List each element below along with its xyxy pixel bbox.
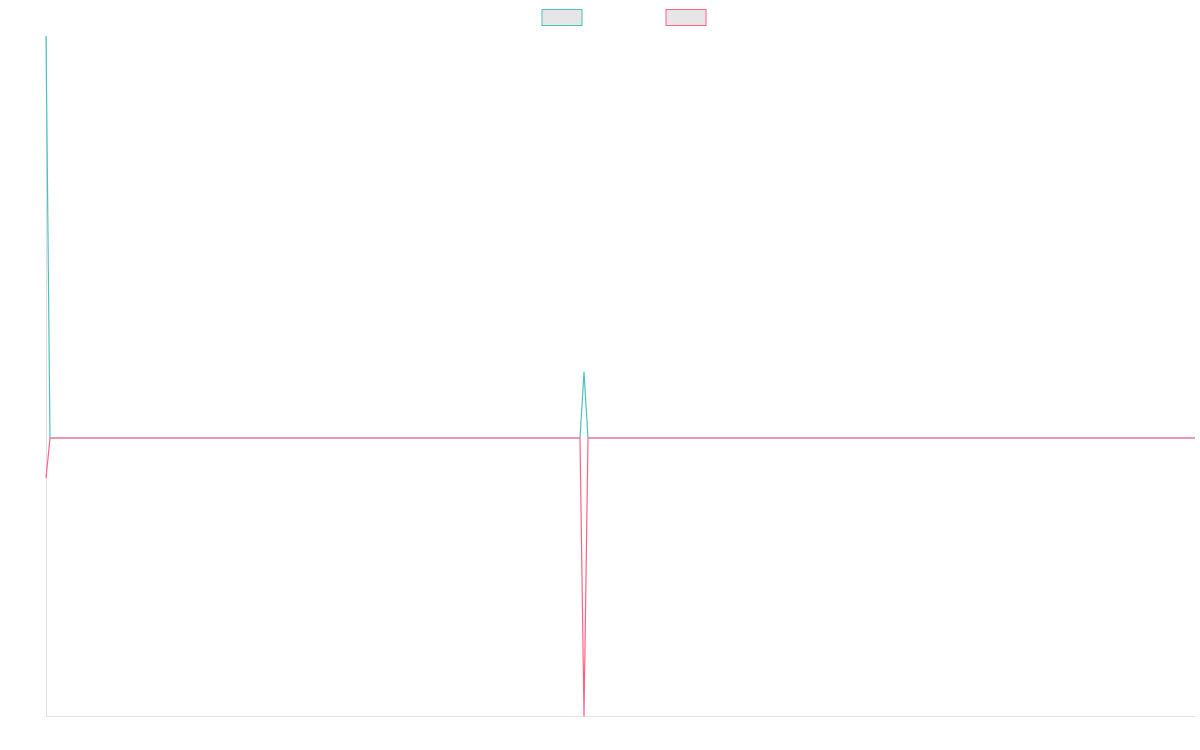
- legend-swatch: [541, 9, 583, 26]
- series-line: [45, 437, 1195, 717]
- series-line: [45, 35, 1195, 439]
- legend-swatch: [665, 9, 707, 26]
